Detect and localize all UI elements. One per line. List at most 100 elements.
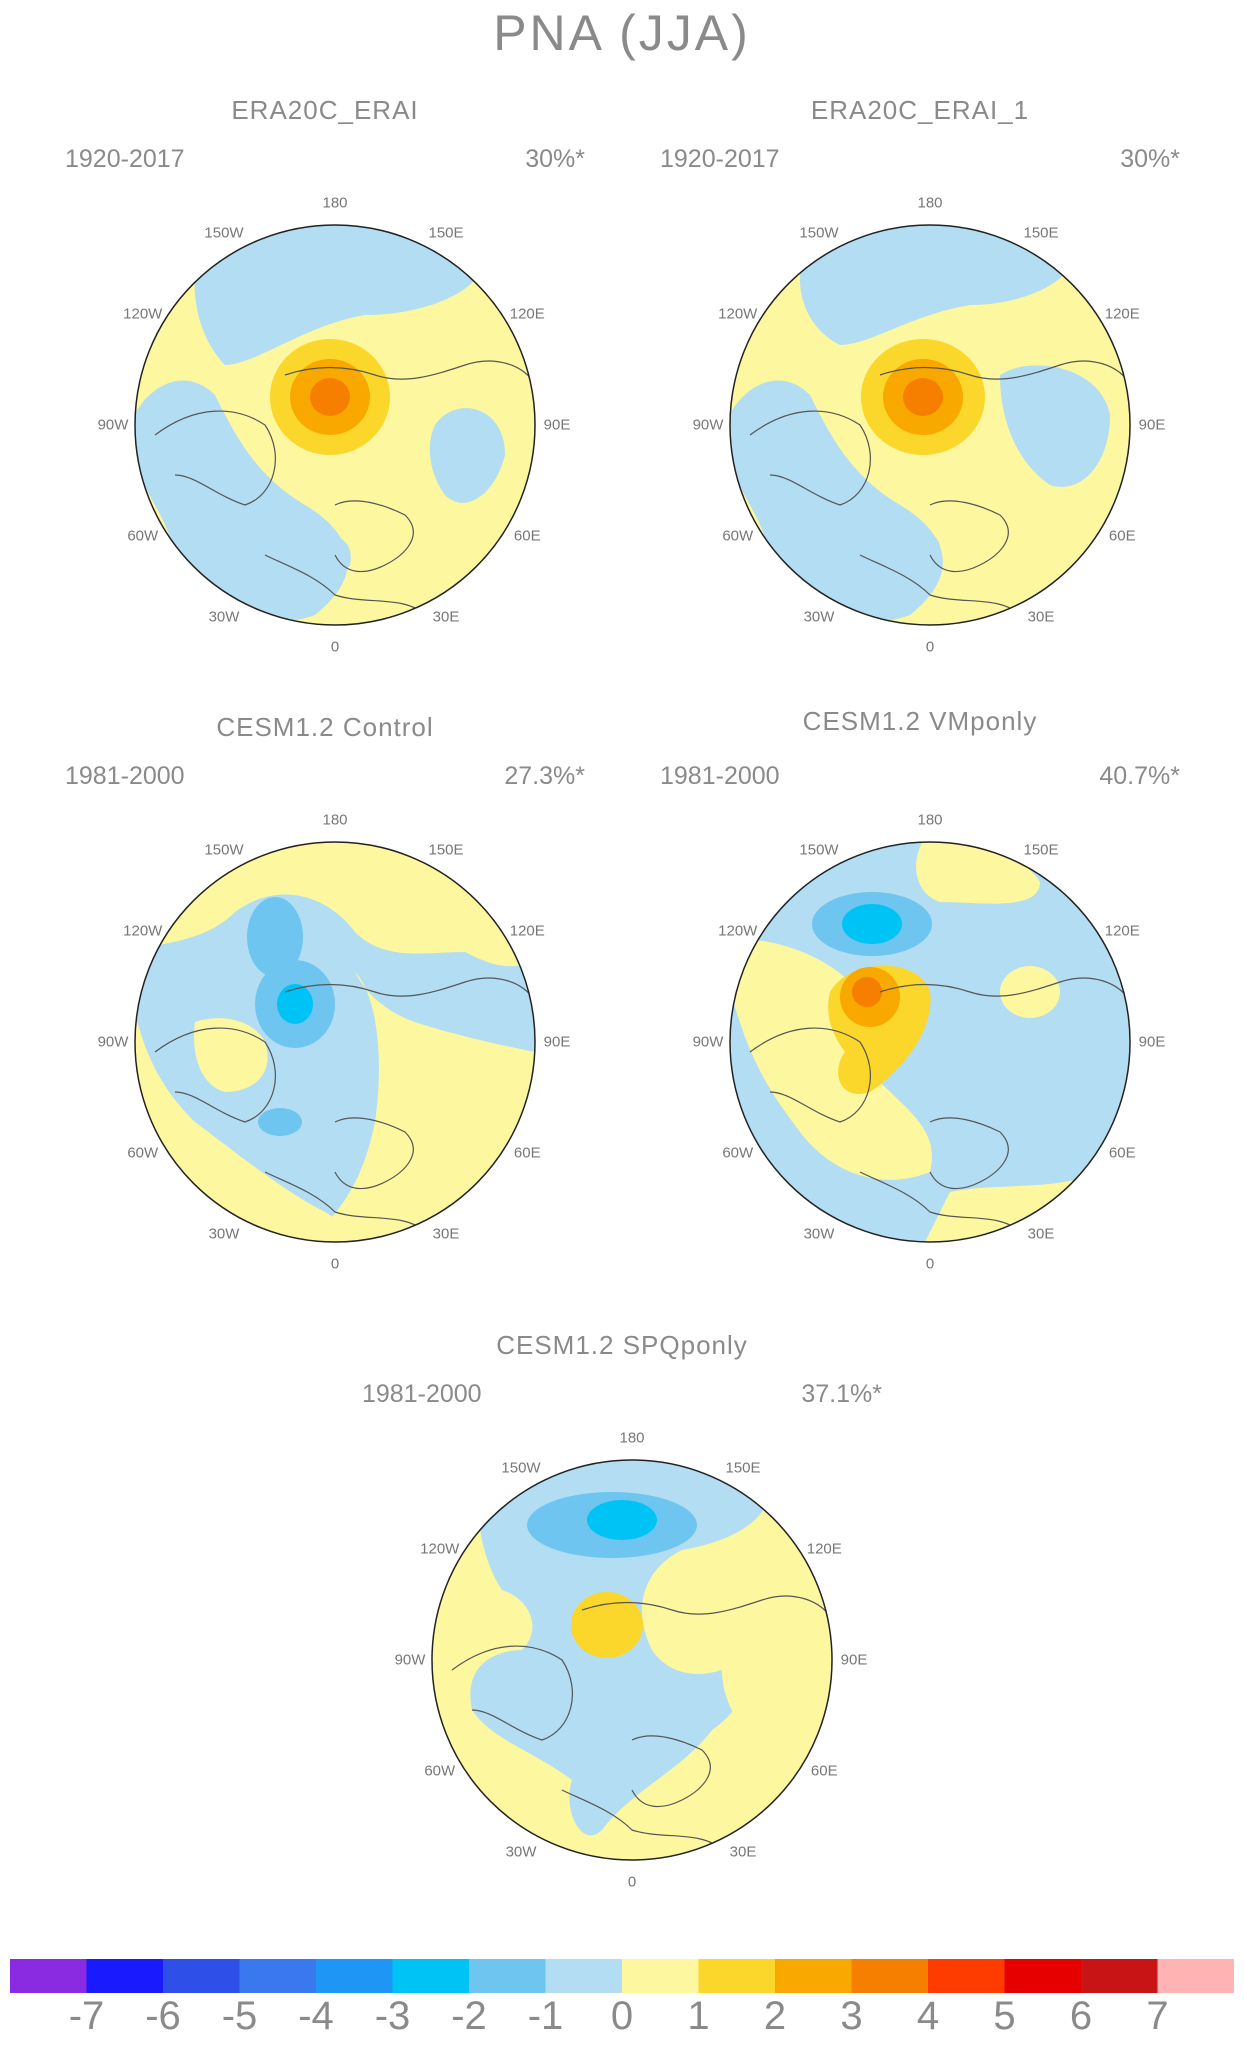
negative-anomaly-3 [277, 984, 313, 1024]
colorbar-tick-label: 0 [610, 1994, 634, 2038]
longitude-label: 150W [204, 841, 244, 859]
longitude-label: 30E [729, 1843, 757, 1861]
colorbar-swatch [469, 1959, 546, 1993]
colorbar-swatch [545, 1959, 622, 1993]
colorbar-tick-label: 7 [1146, 1994, 1169, 2038]
colorbar [10, 1959, 1234, 1993]
polar-map [729, 841, 1131, 1243]
colorbar-tick-label: -1 [527, 1994, 564, 2038]
longitude-label: 60W [127, 527, 159, 545]
polar-map [134, 841, 536, 1243]
longitude-label: 120W [420, 1540, 460, 1558]
colorbar-swatch [239, 1959, 316, 1993]
colorbar-tick-label: -5 [221, 1994, 258, 2038]
map-boundary [729, 841, 1131, 1243]
longitude-label: 150E [428, 224, 464, 242]
longitude-label: 30E [1027, 608, 1055, 626]
coastlines [154, 360, 535, 616]
panel-cesm-spqponly: CESM1.2 SPQponly 1981-2000 37.1%* 180 150… [342, 1330, 902, 1930]
longitude-label: 150E [725, 1459, 761, 1477]
panel-title: CESM1.2 Control [216, 712, 434, 742]
colorbar-tick-label: 5 [993, 1994, 1016, 2038]
period-label: 1981-2000 [65, 762, 185, 790]
negative-anomaly-2c [258, 1108, 302, 1136]
longitude-label: 90W [692, 416, 724, 434]
longitude-label: 120E [806, 1540, 842, 1558]
colorbar-tick-label: 6 [1069, 1994, 1093, 2038]
colorbar-swatch [622, 1959, 699, 1993]
longitude-label: 60E [513, 1144, 541, 1162]
negative-anomaly-pacific [194, 225, 483, 365]
colorbar-tick-label: -4 [298, 1994, 334, 2038]
longitude-label: 0 [925, 1255, 935, 1273]
longitude-label: 60W [722, 527, 754, 545]
colorbar-swatch [775, 1959, 852, 1993]
positive-anomaly-3 [903, 378, 943, 416]
longitude-label: 30W [803, 608, 835, 626]
longitude-label: 150W [799, 224, 839, 242]
colorbar-swatch [163, 1959, 240, 1993]
longitude-label: 60E [513, 527, 541, 545]
map-boundary [431, 1459, 833, 1861]
coastlines [451, 1595, 832, 1851]
panel-cesm-vmponly: CESM1.2 VMponly 1981-2000 40.7%* 180 150E… [640, 706, 1200, 1312]
positive-region-greenland [194, 1018, 268, 1092]
longitude-label: 180 [322, 811, 348, 829]
longitude-label: 180 [619, 1429, 645, 1447]
longitude-label: 120E [1104, 305, 1140, 323]
panel-cesm-control: CESM1.2 Control 1981-2000 27.3%* 180 150E… [45, 712, 605, 1312]
longitude-label: 60W [424, 1762, 456, 1780]
longitude-label: 30W [803, 1225, 835, 1243]
variance-percent: 37.1%* [801, 1380, 882, 1408]
variance-percent: 30%* [525, 145, 585, 173]
longitude-label: 0 [627, 1873, 637, 1891]
colorbar-tick-label: -2 [451, 1994, 487, 2038]
longitude-label: 120E [509, 922, 545, 940]
colorbar-swatch [851, 1959, 928, 1993]
panel-era20c-erai: ERA20C_ERAI 1920-2017 30%* 180 150E 120E 90… [45, 95, 605, 695]
longitude-label: 30E [432, 608, 460, 626]
colorbar-swatch [1081, 1959, 1158, 1993]
coastlines [154, 977, 535, 1233]
longitude-label: 60E [1108, 1144, 1136, 1162]
longitude-label: 30E [1027, 1225, 1055, 1243]
colorbar-swatch [86, 1959, 163, 1993]
polar-map [729, 224, 1131, 626]
longitude-label: 150W [501, 1459, 541, 1477]
positive-region-north [916, 842, 1040, 904]
longitude-label: 180 [322, 194, 348, 212]
positive-anomaly-1 [571, 1592, 643, 1658]
longitude-label: 150E [1023, 224, 1059, 242]
panel-era20c-erai-1: ERA20C_ERAI_1 1920-2017 30%* 180 150E 120E… [640, 95, 1200, 695]
colorbar-tick-label: 1 [687, 1994, 710, 2038]
negative-anomaly-asia [1000, 365, 1110, 487]
negative-anomaly-europe [905, 531, 941, 570]
positive-anomaly-3 [310, 378, 350, 416]
figure-title: PNA (JJA) [493, 5, 751, 61]
longitude-label: 0 [925, 638, 935, 656]
period-label: 1981-2000 [362, 1380, 482, 1408]
colorbar-swatch [10, 1959, 87, 1993]
longitude-label: 90W [97, 1033, 129, 1051]
colorbar-tick-label: -3 [374, 1994, 411, 2038]
negative-anomaly-asia [429, 408, 505, 503]
positive-region-west [730, 939, 932, 1180]
variance-percent: 30%* [1120, 145, 1180, 173]
negative-anomaly-2a [247, 897, 303, 977]
polar-map [431, 1459, 833, 1861]
coastlines [749, 977, 1130, 1233]
longitude-label: 30W [208, 608, 240, 626]
colorbar-tick-label: -7 [68, 1994, 105, 2038]
panel-title: CESM1.2 SPQponly [496, 1330, 748, 1360]
longitude-label: 60W [127, 1144, 159, 1162]
longitude-label: 90W [692, 1033, 724, 1051]
longitude-label: 150W [204, 224, 244, 242]
positive-region-asia [1000, 966, 1060, 1018]
longitude-label: 60E [1108, 527, 1136, 545]
negative-anomaly-3 [842, 904, 902, 944]
longitude-label: 90W [394, 1651, 426, 1669]
map-boundary [134, 224, 536, 626]
panel-title: ERA20C_ERAI [231, 95, 419, 125]
longitude-label: 120W [718, 305, 758, 323]
negative-anomaly-3 [587, 1500, 657, 1540]
